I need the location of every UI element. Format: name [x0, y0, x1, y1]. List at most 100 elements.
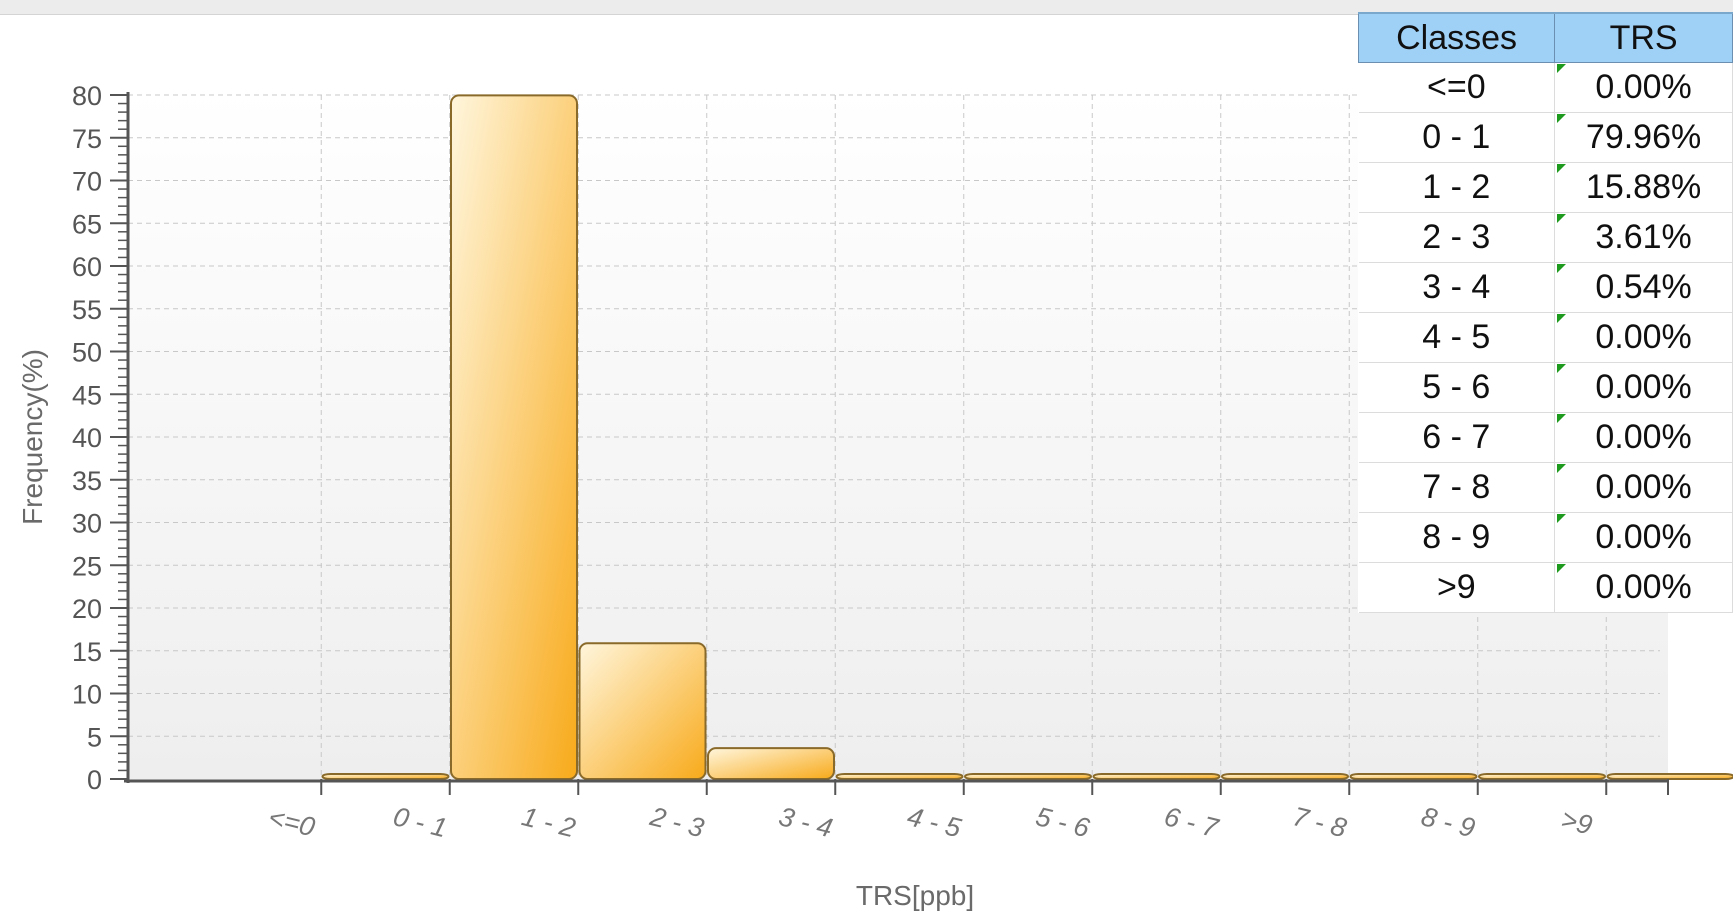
table-row[interactable]: 4 - 5 0.00% — [1358, 312, 1733, 363]
cell-comment-flag-icon — [1557, 214, 1567, 223]
histogram-bar[interactable] — [835, 773, 964, 780]
x-tick-label: 2 - 3 — [646, 801, 707, 843]
histogram-bar[interactable] — [1092, 773, 1221, 780]
x-axis-title: TRS[ppb] — [856, 880, 974, 911]
table-row[interactable]: 1 - 2 15.88% — [1358, 162, 1733, 213]
trs-value-cell[interactable]: 3.61% — [1554, 212, 1733, 263]
cell-comment-flag-icon — [1557, 264, 1567, 273]
table-row[interactable]: >9 0.00% — [1358, 562, 1733, 613]
histogram-bar[interactable] — [707, 747, 835, 781]
class-cell[interactable]: >9 — [1358, 562, 1556, 613]
table-header-row: Classes TRS — [1357, 12, 1733, 63]
trs-value-text: 0.54% — [1595, 268, 1692, 306]
table-row[interactable]: 5 - 6 0.00% — [1358, 362, 1733, 413]
cell-comment-flag-icon — [1557, 114, 1567, 123]
x-tick-label: 1 - 2 — [519, 801, 579, 843]
cell-comment-flag-icon — [1557, 564, 1567, 573]
table-row[interactable]: 7 - 8 0.00% — [1358, 462, 1733, 513]
histogram-bar[interactable] — [964, 773, 1092, 780]
table-row[interactable]: 3 - 4 0.54% — [1358, 262, 1733, 313]
header-classes[interactable]: Classes — [1357, 12, 1556, 63]
window-top-border — [0, 0, 1733, 15]
y-tick-label: 5 — [87, 722, 102, 752]
class-cell[interactable]: 4 - 5 — [1358, 312, 1556, 363]
y-tick-label: 0 — [87, 765, 102, 795]
histogram-bar[interactable] — [1606, 773, 1733, 780]
histogram-bar[interactable] — [1221, 773, 1349, 780]
y-tick-label: 80 — [72, 81, 102, 111]
class-cell[interactable]: 1 - 2 — [1358, 162, 1556, 213]
histogram-bar[interactable] — [321, 773, 450, 780]
trs-value-cell[interactable]: 0.00% — [1554, 62, 1733, 113]
x-tick-label: 5 - 6 — [1033, 801, 1094, 843]
x-tick-label: 4 - 5 — [904, 801, 965, 843]
y-tick-label: 25 — [72, 551, 102, 581]
class-cell[interactable]: 0 - 1 — [1358, 112, 1556, 163]
class-cell[interactable]: 5 - 6 — [1358, 362, 1556, 413]
y-tick-label: 45 — [72, 380, 102, 410]
x-tick-label: 8 - 9 — [1418, 801, 1478, 843]
table-row[interactable]: <=0 0.00% — [1358, 62, 1733, 113]
x-tick-labels: <=0 0 - 1 1 - 2 2 - 3 3 - 4 4 - 5 5 - 6 6 - 7 7 … — [265, 801, 1595, 844]
histogram-bar[interactable] — [578, 642, 707, 781]
bars — [321, 94, 1733, 781]
x-tick-label: >9 — [1558, 804, 1595, 841]
class-cell[interactable]: 7 - 8 — [1358, 462, 1556, 513]
y-tick-labels: 0 5 10 15 20 25 30 35 40 45 50 55 60 65 70 75 80 — [72, 81, 102, 795]
trs-value-text: 0.00% — [1595, 368, 1692, 406]
x-tick-label: <=0 — [265, 802, 317, 842]
trs-value-text: 0.00% — [1595, 318, 1692, 356]
cell-comment-flag-icon — [1557, 514, 1567, 523]
trs-value-text: 79.96% — [1585, 118, 1702, 156]
table-row[interactable]: 6 - 7 0.00% — [1358, 412, 1733, 463]
header-trs[interactable]: TRS — [1554, 12, 1733, 63]
class-cell[interactable]: 8 - 9 — [1358, 512, 1556, 563]
histogram-bar[interactable] — [450, 94, 578, 781]
y-tick-label: 50 — [72, 338, 102, 368]
trs-value-text: 0.00% — [1595, 68, 1692, 106]
y-tick-label: 55 — [72, 295, 102, 325]
cell-comment-flag-icon — [1557, 414, 1567, 423]
cell-comment-flag-icon — [1557, 64, 1567, 73]
y-tick-label: 40 — [72, 423, 102, 453]
y-tick-label: 10 — [72, 680, 102, 710]
trs-value-text: 15.88% — [1585, 168, 1702, 206]
histogram-bar[interactable] — [1478, 773, 1606, 780]
y-tick-label: 65 — [72, 209, 102, 239]
y-tick-label: 30 — [72, 509, 102, 539]
class-cell[interactable]: <=0 — [1358, 62, 1556, 113]
y-tick-label: 60 — [72, 252, 102, 282]
y-tick-label: 75 — [72, 124, 102, 154]
class-frequency-table: Classes TRS <=0 0.00% 0 - 1 79.96% 1 - 2 15.8… — [1357, 12, 1733, 613]
trs-value-cell[interactable]: 0.00% — [1554, 412, 1733, 463]
x-tick-label: 3 - 4 — [776, 801, 836, 843]
y-tick-label: 20 — [72, 594, 102, 624]
table-row[interactable]: 0 - 1 79.96% — [1358, 112, 1733, 163]
y-axis-title: Frequency(%) — [17, 349, 48, 525]
trs-value-text: 0.00% — [1595, 518, 1692, 556]
cell-comment-flag-icon — [1557, 364, 1567, 373]
trs-value-cell[interactable]: 0.00% — [1554, 462, 1733, 513]
trs-value-cell[interactable]: 15.88% — [1554, 162, 1733, 213]
trs-value-text: 0.00% — [1595, 468, 1692, 506]
trs-value-cell[interactable]: 79.96% — [1554, 112, 1733, 163]
table-row[interactable]: 8 - 9 0.00% — [1358, 512, 1733, 563]
class-cell[interactable]: 3 - 4 — [1358, 262, 1556, 313]
cell-comment-flag-icon — [1557, 464, 1567, 473]
trs-value-cell[interactable]: 0.00% — [1554, 562, 1733, 613]
class-cell[interactable]: 2 - 3 — [1358, 212, 1556, 263]
class-cell[interactable]: 6 - 7 — [1358, 412, 1556, 463]
grid-lines — [128, 94, 1660, 779]
trs-value-cell[interactable]: 0.54% — [1554, 262, 1733, 313]
cell-comment-flag-icon — [1557, 164, 1567, 173]
x-tick-label: 0 - 1 — [390, 801, 450, 843]
trs-value-cell[interactable]: 0.00% — [1554, 362, 1733, 413]
cell-comment-flag-icon — [1557, 314, 1567, 323]
histogram-bar[interactable] — [1349, 773, 1478, 780]
x-tick-label: 6 - 7 — [1161, 801, 1222, 843]
trs-value-cell[interactable]: 0.00% — [1554, 312, 1733, 363]
trs-value-text: 3.61% — [1595, 218, 1692, 256]
trs-value-cell[interactable]: 0.00% — [1554, 512, 1733, 563]
table-row[interactable]: 2 - 3 3.61% — [1358, 212, 1733, 263]
